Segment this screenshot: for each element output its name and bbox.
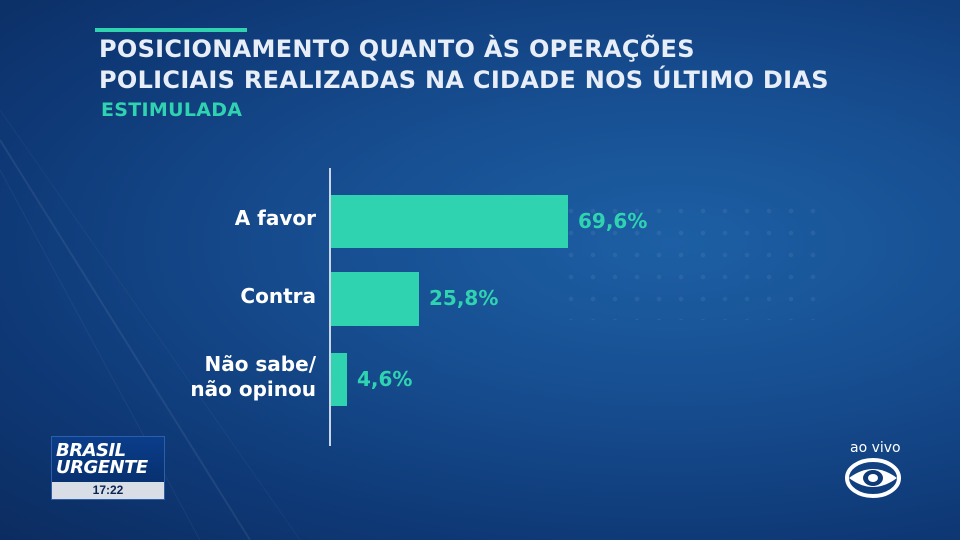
background-dot-pattern — [560, 200, 820, 320]
live-label: ao vivo — [850, 440, 901, 456]
chart-title-line-1: POSICIONAMENTO QUANTO ÀS OPERAÇÕES — [99, 35, 695, 63]
broadcast-clock: 17:22 — [52, 482, 164, 499]
title-accent-line — [95, 28, 247, 32]
bar-2 — [331, 353, 347, 406]
category-label-line: A favor — [234, 206, 316, 230]
category-axis-line — [329, 168, 331, 446]
category-label-line: Não sabe/ — [204, 351, 316, 376]
category-label-line: Contra — [240, 283, 316, 308]
category-label-2: Não sabe/não opinou — [190, 352, 316, 402]
chart-title: POSICIONAMENTO QUANTO ÀS OPERAÇÕES POLIC… — [99, 34, 919, 96]
bar-1 — [331, 272, 419, 326]
category-label-0: A favor — [235, 206, 316, 231]
category-label-1: Contra — [240, 284, 316, 309]
chart-subtitle: ESTIMULADA — [101, 99, 243, 121]
program-logo: BRASIL URGENTE 17:22 — [51, 436, 165, 500]
bar-0 — [331, 195, 568, 248]
program-logo-line-2: URGENTE — [56, 457, 148, 478]
program-logo-line-1: BRASIL — [56, 440, 126, 461]
value-label-1: 25,8% — [429, 286, 499, 310]
value-label-0: 69,6% — [578, 208, 648, 233]
value-label-2: 4,6% — [357, 366, 413, 391]
band-logo-icon — [845, 458, 901, 498]
chart-title-line-2: POLICIAIS REALIZADAS NA CIDADE NOS ÚLTIM… — [99, 66, 829, 94]
category-label-line: não opinou — [190, 376, 316, 401]
